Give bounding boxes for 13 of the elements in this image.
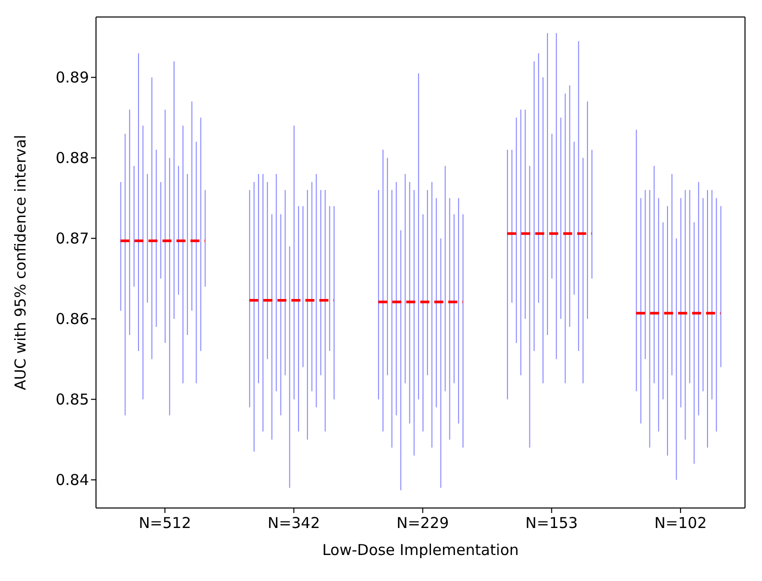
x-tick-label: N=229 [396, 514, 449, 532]
y-tick-label: 0.87 [56, 230, 89, 248]
y-tick-label: 0.85 [56, 390, 89, 409]
y-tick-label: 0.88 [56, 149, 89, 168]
y-tick-label: 0.86 [56, 310, 89, 328]
y-axis-title: AUC with 95% confidence interval [11, 134, 30, 390]
y-tick-label: 0.89 [56, 68, 89, 87]
x-axis-title: Low-Dose Implementation [322, 541, 519, 559]
x-tick-label: N=102 [654, 514, 707, 532]
x-tick-label: N=153 [525, 514, 578, 532]
x-tick-label: N=512 [138, 514, 192, 532]
y-tick-label: 0.84 [56, 471, 89, 490]
x-tick-label: N=342 [268, 514, 320, 532]
